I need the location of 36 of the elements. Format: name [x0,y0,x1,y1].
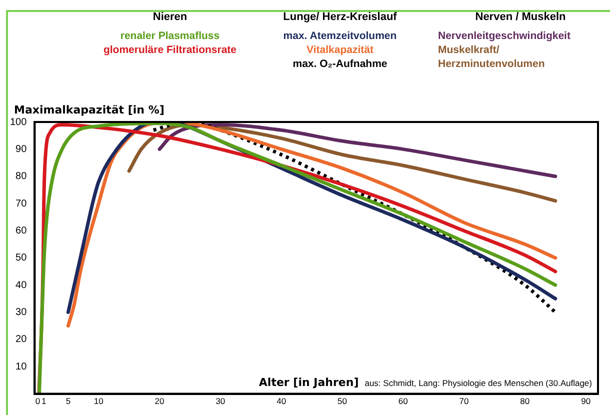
x-tick-label: 50 [337,396,348,406]
text: Nieren [152,10,188,24]
y-tick-label: 100 [10,116,28,128]
y-tick-label: 60 [16,225,28,236]
x-tick-label: 40 [276,396,286,406]
text: renaler Plasmafluss [119,29,221,43]
y-tick-label: 30 [16,307,28,318]
x-tick-label: 20 [154,396,165,406]
text: Nerven / Muskeln [474,10,567,24]
text: Vitalkapazität [306,43,374,57]
text: max. O₂-Aufnahme [292,57,388,71]
x-tick-label: 80 [520,396,530,406]
text: max. Atemzeitvolumen [282,29,398,43]
y-tick-label: 80 [16,171,28,182]
x-tick-label: 1 [41,396,46,406]
line-series [158,122,558,178]
x-tick-label: 5 [66,396,71,406]
y-tick-label: 40 [16,280,28,291]
x-tick-label: 30 [216,396,226,406]
y-tick-label: 10 [16,361,28,372]
x-tick-label: 70 [459,396,470,406]
x-tick-label: 0 [35,396,40,406]
y-tick-label: 70 [16,198,28,210]
x-tick-label: 90 [581,396,591,406]
x-tick-label: 10 [94,396,104,406]
y-tick-label: 90 [16,144,28,155]
text: glomeruläre Filtrationsrate [102,43,238,57]
x-tick-label: 60 [398,396,408,406]
y-axis-title: Maximalkapazität [in %] [14,103,164,116]
text: Muskelkraft/ Herzminutenvolumen [438,43,546,71]
text: Nervenleitgeschwindigkeit [438,29,572,43]
x-axis-title: Alter [in Jahren] [258,376,359,389]
annotation: aus: Schmidt, Lang: Physiologie des Menschen (30.Auflage) [364,378,592,388]
y-tick-label: 50 [16,252,28,264]
text: Lunge/ Herz-Kreislauf [282,10,398,24]
y-tick-label: 20 [16,334,28,346]
